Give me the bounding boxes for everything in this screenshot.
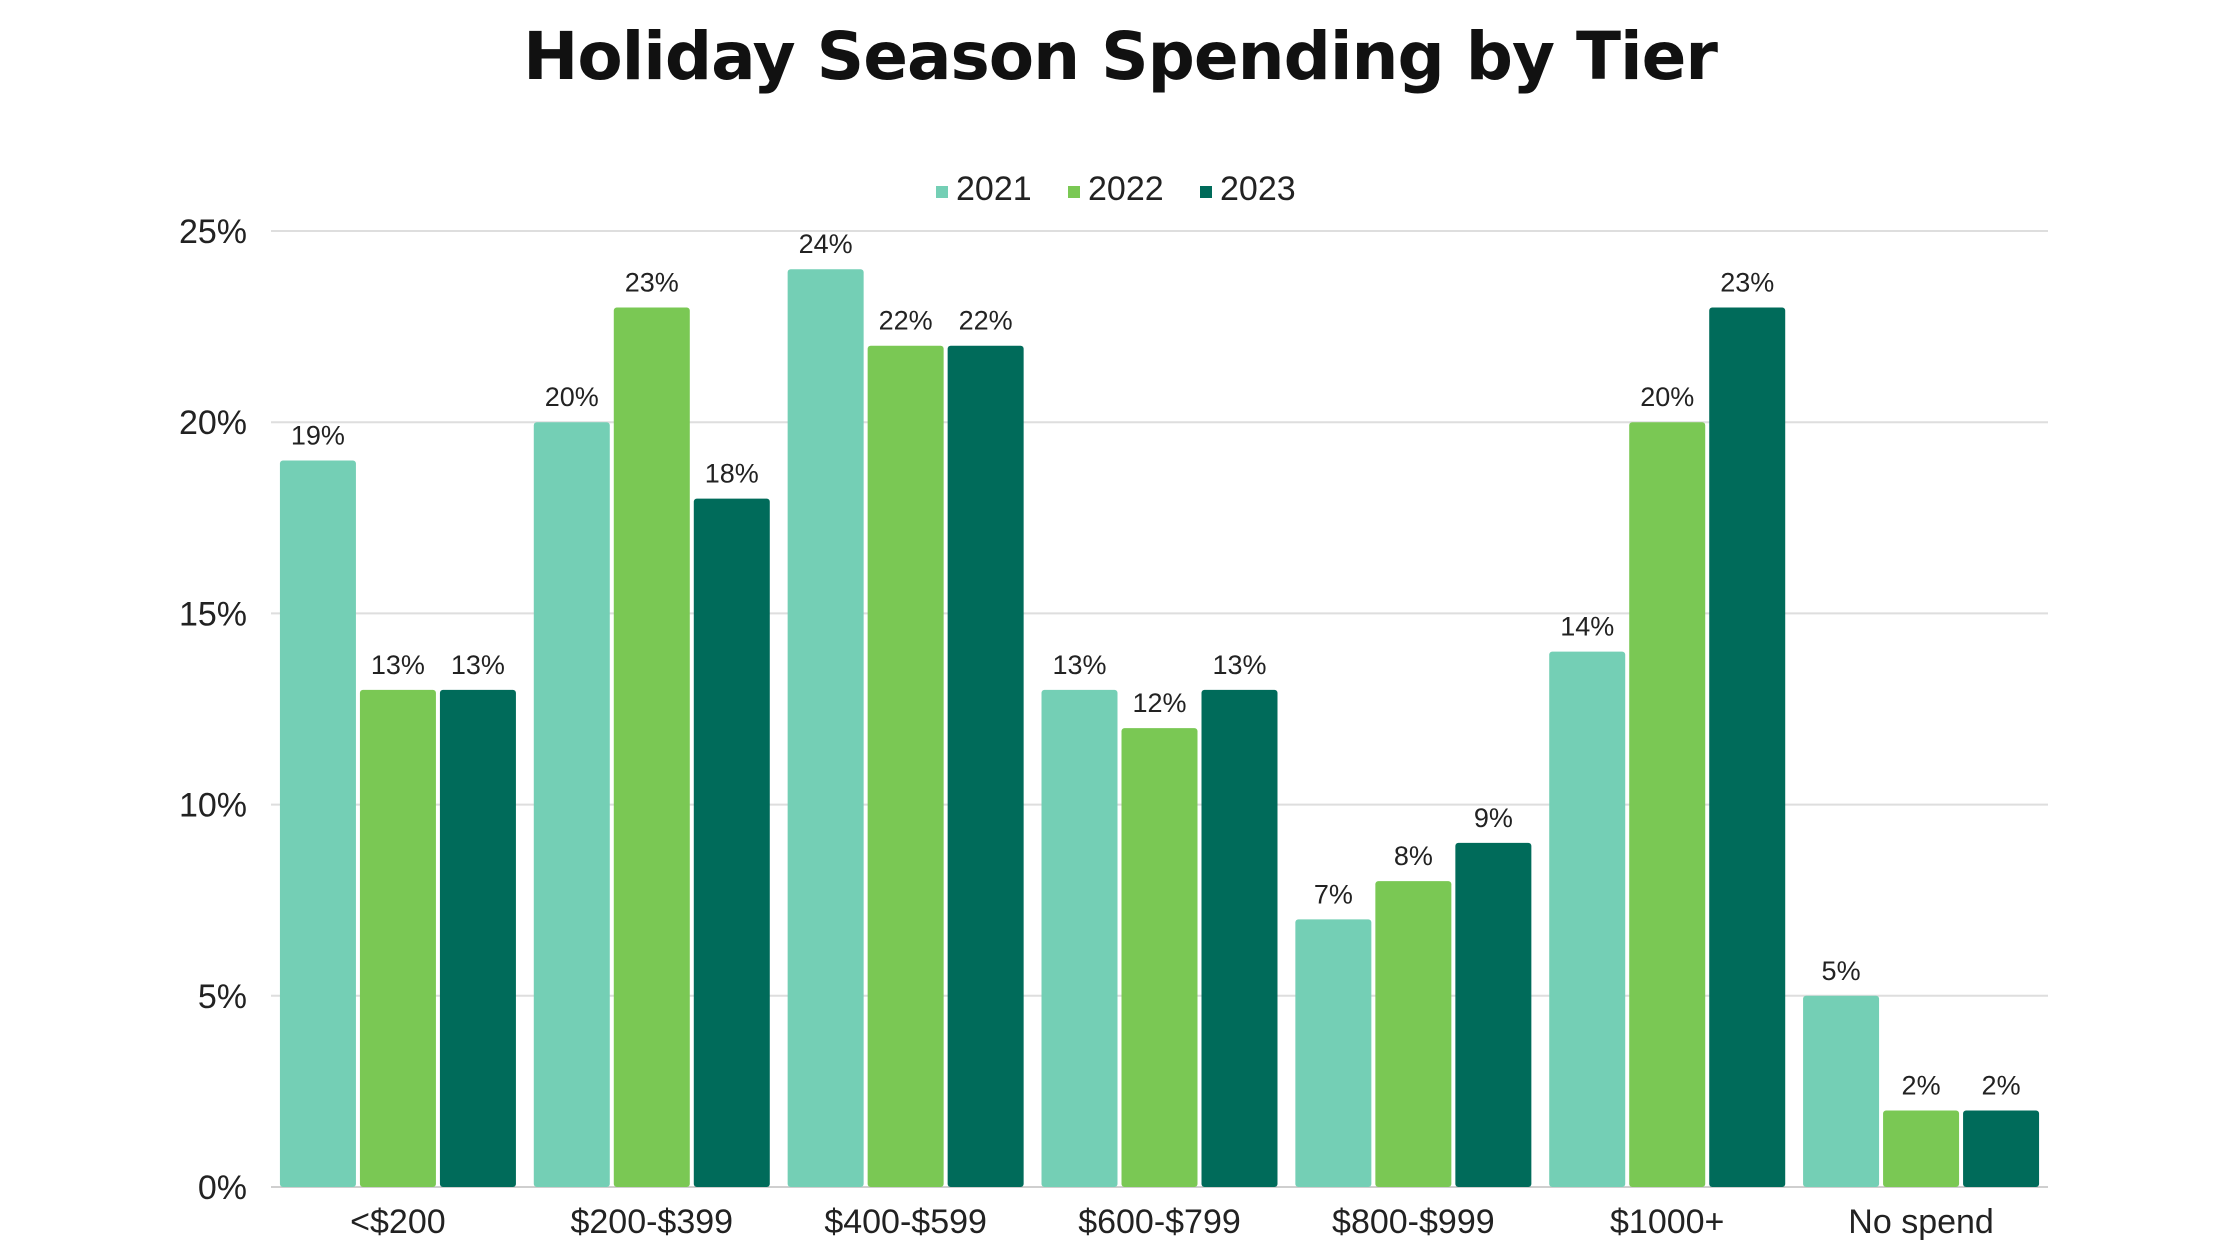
data-label: 7% [1314, 879, 1353, 909]
bar-2023-1 [693, 498, 770, 1187]
data-labels: 19% 13% 13% 20% 23% 18% 24% 22% 22% 13% 12% 13% 7% 8%… [291, 229, 2021, 1100]
bar-2022-6 [1883, 1110, 1960, 1187]
bar-2022-4 [1375, 881, 1452, 1187]
bar-2023-5 [1709, 307, 1786, 1188]
bar-2022-5 [1629, 422, 1706, 1187]
bar-2021-1 [533, 422, 610, 1187]
data-label: 12% [1132, 688, 1186, 718]
bar-2023-3 [1201, 689, 1278, 1187]
data-label: 2% [1982, 1071, 2021, 1101]
data-label: 13% [371, 650, 425, 680]
y-tick-label: 20% [179, 404, 247, 442]
bar-2022-2 [867, 345, 944, 1188]
bar-2023-4 [1455, 842, 1532, 1187]
data-label: 23% [625, 267, 679, 297]
data-label: 24% [799, 229, 853, 259]
data-label: 22% [879, 306, 933, 336]
bar-2022-0 [359, 689, 436, 1187]
legend-label-2023: 2023 [1220, 170, 1296, 208]
legend: 2021 2022 2023 [936, 170, 1296, 208]
bars [279, 269, 2040, 1188]
chart-title: Holiday Season Spending by Tier [523, 18, 1718, 95]
x-tick-label: $600-$799 [1078, 1203, 1241, 1241]
y-tick-label: 5% [198, 978, 247, 1016]
x-tick-label: $1000+ [1610, 1203, 1724, 1241]
y-tick-label: 10% [179, 787, 247, 825]
y-axis-ticks: 0% 5% 10% 15% 20% 25% [179, 213, 247, 1207]
data-label: 5% [1822, 956, 1861, 986]
bar-2021-5 [1549, 651, 1626, 1187]
bar-2023-6 [1963, 1110, 2040, 1187]
data-label: 13% [1052, 650, 1106, 680]
x-tick-label: $400-$599 [824, 1203, 987, 1241]
x-tick-label: <$200 [350, 1203, 446, 1241]
legend-swatch-2021 [936, 186, 948, 198]
data-label: 20% [545, 382, 599, 412]
legend-swatch-2023 [1200, 186, 1212, 198]
data-label: 23% [1720, 267, 1774, 297]
bar-2021-0 [279, 460, 356, 1187]
x-tick-label: $800-$999 [1332, 1203, 1495, 1241]
y-tick-label: 0% [198, 1169, 247, 1207]
legend-label-2021: 2021 [956, 170, 1032, 208]
data-label: 13% [1212, 650, 1266, 680]
bar-2022-3 [1121, 728, 1198, 1187]
bar-2021-4 [1295, 919, 1372, 1187]
y-tick-label: 25% [179, 213, 247, 251]
y-tick-label: 15% [179, 595, 247, 633]
data-label: 13% [451, 650, 505, 680]
data-label: 9% [1474, 803, 1513, 833]
legend-label-2022: 2022 [1088, 170, 1164, 208]
data-label: 22% [959, 306, 1013, 336]
data-label: 2% [1902, 1071, 1941, 1101]
data-label: 14% [1560, 612, 1614, 642]
bar-2021-6 [1803, 995, 1880, 1187]
x-tick-label: $200-$399 [570, 1203, 733, 1241]
x-axis-ticks: <$200 $200-$399 $400-$599 $600-$799 $800-$99… [350, 1203, 1994, 1241]
bar-2021-2 [787, 269, 864, 1187]
bar-2022-1 [613, 307, 690, 1188]
data-label: 19% [291, 420, 345, 450]
data-label: 8% [1394, 841, 1433, 871]
data-label: 20% [1640, 382, 1694, 412]
x-tick-label: No spend [1848, 1203, 1994, 1241]
legend-swatch-2022 [1068, 186, 1080, 198]
bar-2023-0 [439, 689, 516, 1187]
data-label: 18% [705, 459, 759, 489]
bar-2021-3 [1041, 689, 1118, 1187]
bar-2023-2 [947, 345, 1024, 1188]
